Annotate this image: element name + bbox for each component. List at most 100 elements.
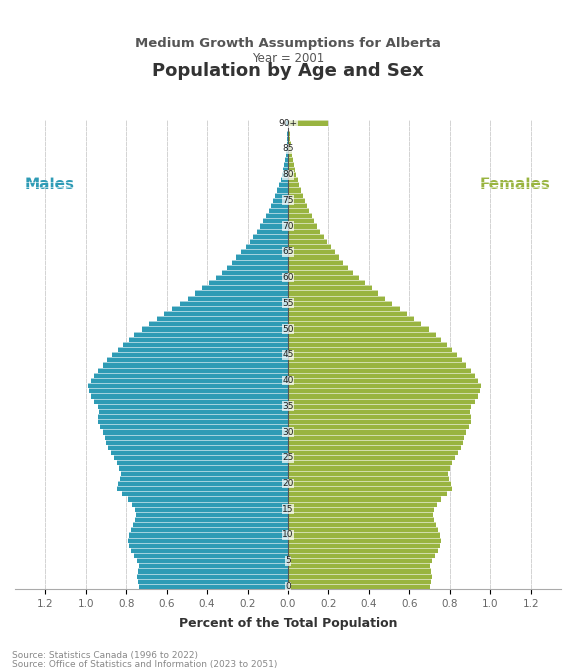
Bar	[288, 362, 466, 368]
Bar	[288, 569, 431, 574]
Bar	[288, 522, 435, 528]
Bar	[288, 157, 293, 162]
Bar	[286, 146, 288, 151]
Bar	[118, 347, 288, 352]
Bar	[278, 187, 288, 193]
Bar	[257, 228, 288, 234]
Bar	[180, 300, 288, 306]
Bar	[288, 439, 463, 445]
Bar	[172, 306, 288, 311]
Bar	[288, 553, 435, 558]
Bar	[282, 172, 288, 177]
Bar	[281, 177, 288, 182]
Bar	[288, 378, 478, 383]
Bar	[288, 234, 324, 239]
Bar	[188, 296, 288, 300]
Bar	[288, 213, 312, 218]
Bar	[216, 275, 288, 280]
Bar	[288, 352, 457, 358]
Bar	[288, 342, 447, 347]
Text: 10: 10	[282, 530, 294, 540]
Text: 20: 20	[282, 479, 294, 488]
Title: Population by Age and Sex: Population by Age and Sex	[152, 62, 424, 80]
Bar	[288, 579, 431, 584]
Bar	[288, 249, 335, 255]
Bar	[288, 239, 327, 244]
Bar	[288, 414, 471, 419]
Bar	[128, 497, 288, 501]
Bar	[157, 316, 288, 321]
Bar	[103, 429, 288, 435]
Bar	[288, 512, 433, 517]
Bar	[288, 187, 301, 193]
Text: 75: 75	[282, 196, 294, 205]
Bar	[285, 157, 288, 162]
Bar	[288, 491, 447, 497]
Bar	[98, 419, 288, 424]
Bar	[89, 388, 288, 393]
Bar	[117, 460, 288, 466]
Bar	[288, 280, 365, 285]
Bar	[98, 414, 288, 419]
Bar	[288, 419, 471, 424]
Bar	[128, 538, 288, 543]
Text: 50: 50	[282, 325, 294, 333]
Bar	[202, 285, 288, 290]
Bar	[286, 120, 288, 126]
Bar	[98, 404, 288, 409]
Bar	[150, 321, 288, 327]
Bar	[288, 497, 441, 501]
Text: 15: 15	[282, 505, 294, 514]
Bar	[288, 538, 441, 543]
Bar	[111, 450, 288, 455]
Bar	[288, 532, 439, 538]
Bar	[103, 362, 288, 368]
Bar	[288, 383, 481, 388]
Text: 0: 0	[285, 582, 291, 591]
Bar	[288, 146, 291, 151]
Bar	[288, 327, 429, 331]
Bar	[91, 378, 288, 383]
Bar	[288, 331, 435, 337]
Bar	[288, 548, 438, 553]
Bar	[114, 455, 288, 460]
Bar	[288, 162, 294, 167]
Bar	[137, 558, 288, 563]
Bar	[263, 218, 288, 224]
Bar	[222, 270, 288, 275]
Text: Source: Office of Statistics and Information (2023 to 2051): Source: Office of Statistics and Informa…	[12, 660, 277, 669]
Bar	[288, 131, 290, 136]
Bar	[288, 120, 328, 126]
Bar	[288, 486, 452, 491]
Bar	[118, 481, 288, 486]
Bar	[288, 450, 458, 455]
Bar	[106, 439, 288, 445]
Bar	[288, 218, 314, 224]
Text: 45: 45	[282, 350, 294, 360]
Bar	[287, 136, 288, 141]
Bar	[105, 435, 288, 439]
Text: 5: 5	[285, 556, 291, 565]
Text: 85: 85	[282, 144, 294, 153]
Bar	[260, 224, 288, 228]
Bar	[288, 584, 430, 589]
Bar	[288, 224, 317, 228]
Bar	[288, 409, 470, 414]
Bar	[209, 280, 288, 285]
Bar	[288, 398, 475, 404]
Bar	[288, 177, 298, 182]
Bar	[135, 517, 288, 522]
Bar	[138, 579, 288, 584]
Bar	[288, 466, 450, 470]
Bar	[129, 543, 288, 548]
Bar	[279, 182, 288, 187]
Bar	[288, 481, 451, 486]
Text: Source: Statistics Canada (1996 to 2022): Source: Statistics Canada (1996 to 2022)	[12, 651, 198, 660]
Bar	[288, 517, 434, 522]
Bar	[283, 167, 288, 172]
Bar	[117, 486, 288, 491]
Bar	[288, 574, 431, 579]
Bar	[288, 321, 422, 327]
Bar	[288, 501, 437, 507]
Bar	[121, 470, 288, 476]
